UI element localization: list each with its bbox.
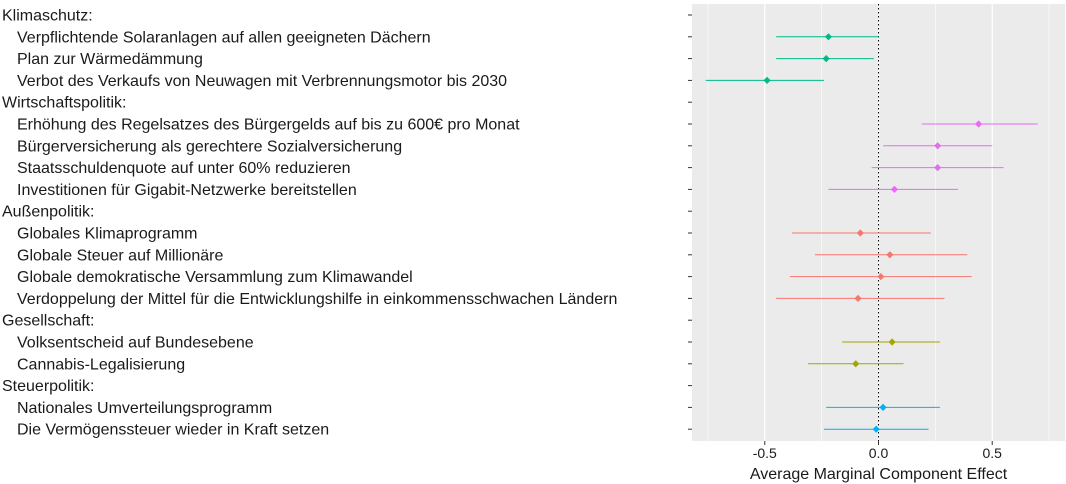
- item-label: Bürgerversicherung als gerechtere Sozial…: [17, 138, 402, 155]
- point-estimate: [890, 185, 899, 193]
- x-tick-label: 0.5: [982, 445, 1002, 461]
- point-estimate: [877, 273, 885, 281]
- item-label: Globales Klimaprogramm: [17, 226, 198, 243]
- point-estimate: [822, 55, 830, 63]
- item-label: Die Vermögenssteuer wieder in Kraft setz…: [17, 422, 329, 439]
- item-label: Staatsschuldenquote auf unter 60% reduzi…: [17, 160, 351, 177]
- group-label: Gesellschaft:: [2, 313, 94, 330]
- item-label: Nationales Umverteilungsprogramm: [17, 400, 272, 417]
- item-label: Verdoppelung der Mittel für die Entwickl…: [17, 291, 617, 308]
- point-estimate: [856, 229, 864, 237]
- group-label: Wirtschaftspolitik:: [2, 95, 126, 112]
- point-estimate: [974, 120, 983, 128]
- item-label: Cannabis-Legalisierung: [17, 356, 185, 373]
- x-axis-title: Average Marginal Component Effect: [750, 466, 1008, 483]
- x-axis-ticks: -0.5 0.0 0.5: [753, 441, 1002, 461]
- x-tick-label: 0.0: [869, 445, 889, 461]
- item-label: Globale Steuer auf Millionäre: [17, 247, 223, 264]
- item-label: Volksentscheid auf Bundesebene: [17, 335, 254, 352]
- point-estimate: [886, 251, 894, 259]
- point-estimate: [763, 76, 771, 84]
- point-estimate: [888, 338, 896, 346]
- point-estimates: [763, 33, 983, 433]
- group-label: Außenpolitik:: [2, 204, 95, 221]
- item-label: Verbot des Verkaufs von Neuwagen mit Ver…: [17, 73, 507, 90]
- point-estimate: [824, 33, 833, 41]
- group-label: Klimaschutz:: [2, 8, 93, 25]
- item-label: Globale demokratische Versammlung zum Kl…: [17, 269, 413, 286]
- group-label: Steuerpolitik:: [2, 378, 95, 395]
- point-estimate: [852, 360, 860, 368]
- item-label: Investitionen für Gigabit-Netzwerke bere…: [17, 182, 357, 199]
- x-tick-label: -0.5: [753, 445, 777, 461]
- point-estimate: [934, 142, 942, 150]
- point-estimate: [934, 164, 942, 172]
- point-estimate: [872, 425, 880, 433]
- item-label: Plan zur Wärmedämmung: [17, 51, 203, 68]
- item-label: Verpflichtende Solaranlagen auf allen ge…: [17, 29, 431, 46]
- item-label: Erhöhung des Regelsatzes des Bürgergelds…: [17, 117, 520, 134]
- point-estimate: [879, 403, 887, 411]
- point-estimate: [854, 294, 862, 302]
- y-axis-ticks: [688, 14, 692, 430]
- y-axis-labels: Klimaschutz: Verpflichtende Solaranlagen …: [2, 8, 617, 439]
